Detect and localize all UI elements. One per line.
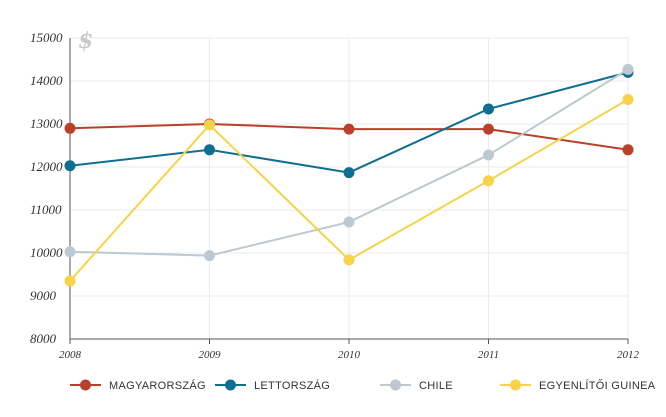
legend-item: EGYENLÍTŐI GUINEA xyxy=(500,378,656,392)
data-point xyxy=(483,175,494,187)
x-tick-label: 2010 xyxy=(338,349,361,361)
axes xyxy=(69,38,629,344)
legend-label: LETTORSZÁG xyxy=(254,379,330,392)
legend-marker-swatch xyxy=(510,379,521,391)
legend-marker-swatch xyxy=(225,379,236,391)
series-2 xyxy=(64,66,634,179)
data-point xyxy=(204,144,215,156)
legend-item: MAGYARORSZÁG xyxy=(70,379,206,392)
y-tick-label: 10000 xyxy=(30,245,63,260)
y-tick-label: 9000 xyxy=(30,288,57,303)
y-tick-label: 15000 xyxy=(30,30,63,45)
y-tick-label: 11000 xyxy=(30,202,62,217)
data-point xyxy=(64,160,76,172)
y-axis-ticks: 8000 9000 10000 11000 12000 13000 14000 15000 xyxy=(30,30,63,346)
legend: MAGYARORSZÁG LETTORSZÁG CHILE EGYENLÍTŐI GU… xyxy=(70,378,656,392)
data-point xyxy=(483,149,494,161)
data-point xyxy=(622,93,634,105)
x-tick-label: 2009 xyxy=(199,349,222,361)
data-point xyxy=(343,167,355,179)
legend-label: EGYENLÍTŐI GUINEA xyxy=(539,378,656,392)
legend-label: CHILE xyxy=(419,380,453,392)
data-point xyxy=(64,122,76,134)
x-axis-ticks: 2008 2009 2010 2011 2012 xyxy=(59,349,640,361)
data-point xyxy=(204,250,215,262)
series-3 xyxy=(64,63,634,262)
currency-unit-label: $ xyxy=(78,28,93,54)
data-point xyxy=(64,275,76,287)
y-tick-label: 13000 xyxy=(30,116,63,131)
data-point xyxy=(622,63,634,75)
y-tick-label: 14000 xyxy=(30,73,63,88)
data-point xyxy=(64,246,76,258)
series-group xyxy=(64,63,634,287)
data-point xyxy=(343,216,355,228)
data-point xyxy=(483,103,494,115)
y-tick-label: 8000 xyxy=(30,331,57,346)
legend-item: LETTORSZÁG xyxy=(215,379,330,392)
x-tick-label: 2012 xyxy=(617,349,640,361)
legend-marker-swatch xyxy=(390,379,401,391)
x-tick-label: 2008 xyxy=(59,349,82,361)
series-4 xyxy=(64,93,634,287)
data-point xyxy=(204,119,215,131)
legend-marker-swatch xyxy=(80,379,91,391)
x-tick-label: 2011 xyxy=(478,349,499,361)
data-point xyxy=(483,123,494,135)
data-point xyxy=(343,123,355,135)
legend-item: CHILE xyxy=(380,379,453,392)
y-tick-label: 12000 xyxy=(30,159,63,174)
data-point xyxy=(622,144,634,156)
legend-label: MAGYARORSZÁG xyxy=(109,379,206,392)
data-point xyxy=(343,254,355,266)
